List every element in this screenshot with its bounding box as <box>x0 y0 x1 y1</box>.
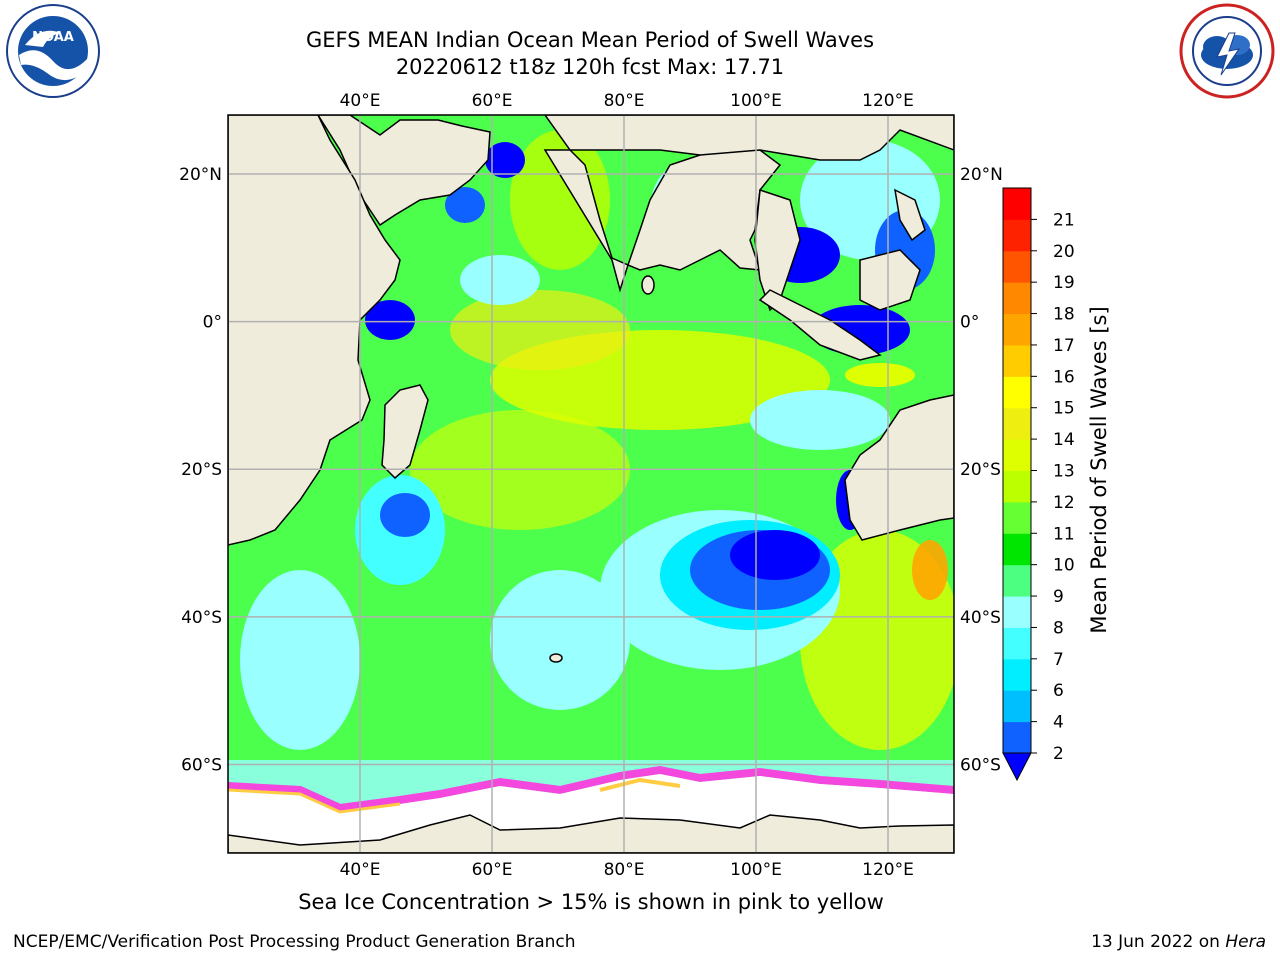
colorbar-segments <box>1003 188 1031 754</box>
antarctica <box>228 814 954 853</box>
colorbar-tick-label: 15 <box>1053 399 1075 419</box>
lon-label-top: 40°E <box>340 91 381 111</box>
colorbar-segment <box>1003 564 1031 597</box>
lon-labels-top: 40°E 60°E 80°E 100°E 120°E <box>340 91 914 111</box>
colorbar-tick-label: 16 <box>1053 367 1075 387</box>
colorbar-tick-label: 2 <box>1053 744 1064 764</box>
colorbar-tick-labels: 2 4 6 7 8 9 10 11 12 13 14 15 16 17 18 19 20 21 <box>1031 210 1075 764</box>
colorbar-segment <box>1003 627 1031 660</box>
colorbar: 2 4 6 7 8 9 10 11 12 13 14 15 16 17 18 19 20 21 Mean Peri… <box>1002 187 1111 782</box>
map-title: GEFS MEAN Indian Ocean Mean Period of Sw… <box>305 28 875 52</box>
lat-label-left: 0° <box>203 313 222 333</box>
lat-label-right: 60°S <box>960 755 1001 775</box>
lat-label-right: 20°N <box>960 165 1003 185</box>
lat-label-left: 60°S <box>181 755 222 775</box>
lat-label-right: 20°S <box>960 460 1001 480</box>
colorbar-segment <box>1003 439 1031 471</box>
lat-label-right: 40°S <box>960 608 1001 628</box>
footer-credit: NCEP/EMC/Verification Post Processing Pr… <box>13 932 576 952</box>
philippines <box>894 188 926 242</box>
asia-north <box>544 115 954 161</box>
colorbar-segment <box>1003 658 1031 691</box>
graticule <box>228 115 954 853</box>
lat-labels-right: 20°N 0° 20°S 40°S 60°S <box>960 165 1003 775</box>
borneo <box>859 249 921 311</box>
map-frame <box>227 114 955 854</box>
lon-label-top: 100°E <box>730 91 782 111</box>
lon-label-bottom: 60°E <box>472 860 513 880</box>
footer-host: Hera <box>1225 932 1266 952</box>
colorbar-tick-label: 8 <box>1053 618 1064 638</box>
lat-labels-left: 20°N 0° 20°S 40°S 60°S <box>179 165 222 775</box>
colorbar-tick-label: 13 <box>1053 462 1075 482</box>
lon-label-top: 80°E <box>604 91 645 111</box>
noaa-logo-text: NOAA <box>32 30 74 45</box>
nws-logo <box>1179 3 1275 99</box>
colorbar-tick-label: 4 <box>1053 713 1064 733</box>
colorbar-under-arrow <box>1002 752 1032 782</box>
land-masses <box>228 115 954 853</box>
footer-date-text: 13 Jun 2022 on <box>1091 932 1220 952</box>
colorbar-segment <box>1003 690 1031 723</box>
colorbar-segment <box>1003 250 1031 283</box>
lon-label-bottom: 120°E <box>862 860 914 880</box>
swell-field <box>240 130 954 750</box>
colorbar-segment <box>1003 721 1031 754</box>
sea-ice-edge <box>228 765 954 853</box>
colorbar-segment <box>1003 188 1031 220</box>
colorbar-tick-label: 6 <box>1053 681 1064 701</box>
colorbar-tick-label: 11 <box>1053 524 1075 544</box>
lon-label-bottom: 40°E <box>340 860 381 880</box>
colorbar-tick-label: 10 <box>1053 556 1075 576</box>
colorbar-tick-label: 20 <box>1053 242 1075 262</box>
colorbar-tick-label: 12 <box>1053 493 1075 513</box>
noaa-logo: NOAA <box>6 4 100 98</box>
colorbar-segment <box>1003 376 1031 409</box>
lon-label-top: 60°E <box>472 91 513 111</box>
colorbar-title: Mean Period of Swell Waves [s] <box>1087 306 1111 633</box>
colorbar-tick-label: 14 <box>1053 430 1075 450</box>
colorbar-tick-label: 9 <box>1053 587 1064 607</box>
colorbar-segment <box>1003 407 1031 440</box>
sri-lanka <box>641 275 655 295</box>
sumatra-java <box>758 289 882 361</box>
colorbar-segment <box>1003 313 1031 346</box>
colorbar-segment <box>1003 282 1031 315</box>
colorbar-tick-label: 7 <box>1053 650 1064 670</box>
colorbar-segment <box>1003 501 1031 534</box>
colorbar-tick-label: 21 <box>1053 210 1075 230</box>
lat-label-left: 20°S <box>181 460 222 480</box>
colorbar-segment <box>1003 596 1031 628</box>
lat-label-right: 0° <box>960 313 979 333</box>
colorbar-segment <box>1003 219 1031 252</box>
footer-date: 13 Jun 2022 on Hera <box>1091 932 1266 952</box>
lon-label-bottom: 80°E <box>604 860 645 880</box>
australia <box>844 394 954 541</box>
africa <box>228 115 401 546</box>
lon-labels-bottom: 40°E 60°E 80°E 100°E 120°E <box>340 860 914 880</box>
madagascar <box>381 384 429 480</box>
colorbar-tick-label: 19 <box>1053 273 1075 293</box>
sea-ice-caption: Sea Ice Concentration > 15% is shown in … <box>298 890 884 914</box>
lon-label-top: 120°E <box>862 91 914 111</box>
lon-label-bottom: 100°E <box>730 860 782 880</box>
map-subtitle: 20220612 t18z 120h fcst Max: 17.71 <box>395 55 785 79</box>
colorbar-segment <box>1003 344 1031 377</box>
kerguelen <box>549 653 563 663</box>
lat-label-left: 40°S <box>181 608 222 628</box>
colorbar-tick-label: 17 <box>1053 336 1075 356</box>
colorbar-tick-label: 18 <box>1053 305 1075 325</box>
colorbar-segment <box>1003 470 1031 503</box>
map-plot-area <box>228 115 954 853</box>
colorbar-segment <box>1003 533 1031 566</box>
lat-label-left: 20°N <box>179 165 222 185</box>
